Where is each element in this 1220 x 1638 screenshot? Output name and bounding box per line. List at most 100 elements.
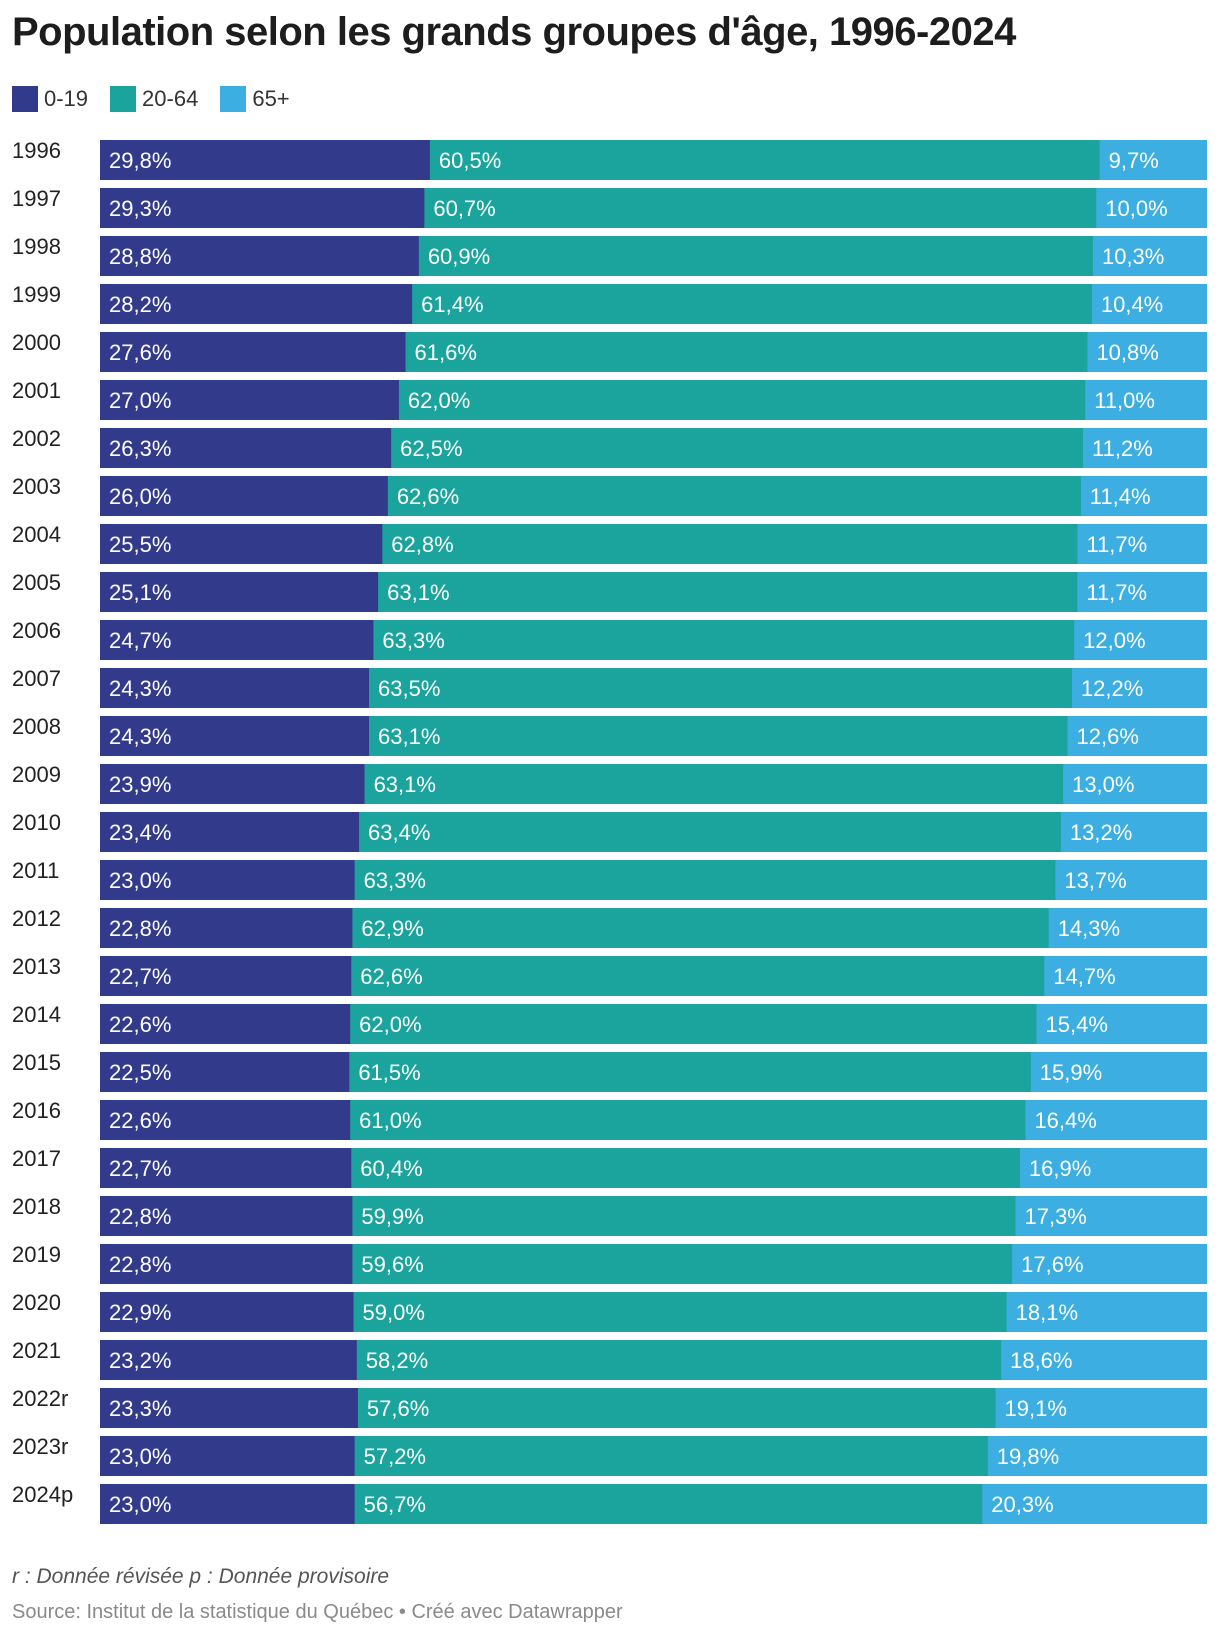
data-label-20-64: 62,0% [408, 388, 470, 413]
category-label: 2021 [12, 1338, 61, 1363]
data-label-65plus: 13,0% [1072, 772, 1134, 797]
data-label-65plus: 15,4% [1046, 1012, 1108, 1037]
bar-segment-0-19 [100, 1340, 358, 1380]
data-label-65plus: 13,7% [1064, 868, 1126, 893]
data-label-65plus: 11,7% [1086, 580, 1147, 605]
data-label-65plus: 12,2% [1081, 676, 1143, 701]
bar-segment-65plus [1044, 956, 1207, 996]
data-label-20-64: 61,0% [359, 1108, 421, 1133]
category-label: 2020 [12, 1290, 61, 1315]
data-label-0-19: 29,3% [109, 196, 171, 221]
data-label-65plus: 10,0% [1105, 196, 1167, 221]
bar-segment-20-64 [382, 524, 1078, 564]
data-label-65plus: 20,3% [991, 1492, 1053, 1517]
bar-segment-0-19 [100, 380, 400, 420]
legend-label-65plus: 65+ [252, 86, 290, 111]
data-label-65plus: 19,8% [997, 1444, 1059, 1469]
bar-segment-20-64 [352, 1244, 1013, 1284]
bar-segment-65plus [995, 1388, 1207, 1428]
bar-segment-0-19 [100, 1388, 359, 1428]
category-label: 2000 [12, 330, 61, 355]
category-label: 2017 [12, 1146, 61, 1171]
bar-segment-65plus [1091, 284, 1207, 324]
data-label-0-19: 26,3% [109, 436, 171, 461]
data-label-0-19: 28,2% [109, 292, 171, 317]
bar-segment-0-19 [100, 284, 413, 324]
data-label-65plus: 15,9% [1040, 1060, 1102, 1085]
category-label: 2010 [12, 810, 61, 835]
category-label: 2006 [12, 618, 61, 643]
category-label: 2004 [12, 522, 61, 547]
bar-segment-0-19 [100, 812, 360, 852]
data-label-20-64: 63,1% [378, 724, 440, 749]
data-label-20-64: 62,8% [391, 532, 453, 557]
data-label-0-19: 22,8% [109, 1252, 171, 1277]
bar-segment-20-64 [357, 1388, 997, 1428]
bar-segment-65plus [1083, 428, 1207, 468]
data-label-20-64: 63,1% [387, 580, 449, 605]
legend-swatch-20-64 [110, 86, 137, 112]
data-label-0-19: 22,5% [109, 1060, 171, 1085]
data-label-0-19: 22,6% [109, 1108, 171, 1133]
bar-segment-20-64 [398, 380, 1086, 420]
bar-segment-20-64 [350, 1004, 1038, 1044]
category-label: 2009 [12, 762, 61, 787]
data-label-0-19: 27,6% [109, 340, 171, 365]
category-label: 1996 [12, 138, 61, 163]
bar-segment-65plus [1080, 476, 1207, 516]
category-label: 2002 [12, 426, 61, 451]
bar-segment-65plus [1099, 140, 1207, 180]
data-label-20-64: 63,3% [382, 628, 444, 653]
data-label-0-19: 26,0% [109, 484, 171, 509]
data-label-20-64: 60,5% [439, 148, 501, 173]
category-label: 2012 [12, 906, 61, 931]
data-label-0-19: 23,9% [109, 772, 171, 797]
data-label-0-19: 23,4% [109, 820, 171, 845]
bar-segment-0-19 [100, 668, 370, 708]
data-label-20-64: 60,9% [428, 244, 490, 269]
data-label-0-19: 22,6% [109, 1012, 171, 1037]
bar-segment-0-19 [100, 236, 420, 276]
bar-segment-65plus [1074, 620, 1207, 660]
bar-segment-20-64 [424, 188, 1097, 228]
data-label-65plus: 11,0% [1094, 388, 1155, 413]
bar-segment-20-64 [352, 1196, 1016, 1236]
data-label-20-64: 57,6% [367, 1396, 429, 1421]
bar-segment-65plus [1012, 1244, 1207, 1284]
bar-segment-65plus [1025, 1100, 1207, 1140]
bar-segment-20-64 [354, 1436, 989, 1476]
bar-segment-0-19 [100, 572, 379, 612]
data-label-65plus: 18,1% [1016, 1300, 1078, 1325]
data-label-0-19: 22,8% [109, 916, 171, 941]
bar-segment-20-64 [352, 908, 1050, 948]
bar-segment-0-19 [100, 1100, 351, 1140]
bar-segment-65plus [1019, 1148, 1207, 1188]
data-label-65plus: 12,0% [1083, 628, 1145, 653]
legend-label-20-64: 20-64 [142, 86, 199, 111]
data-label-20-64: 63,5% [378, 676, 440, 701]
data-label-20-64: 57,2% [364, 1444, 426, 1469]
chart-source: Source: Institut de la statistique du Qu… [12, 1601, 623, 1623]
bar-segment-0-19 [100, 476, 389, 516]
bar-segment-0-19 [100, 140, 431, 180]
data-label-65plus: 12,6% [1077, 724, 1139, 749]
data-label-20-64: 62,0% [359, 1012, 421, 1037]
bar-segment-0-19 [100, 764, 366, 804]
data-label-0-19: 22,9% [109, 1300, 171, 1325]
bar-segment-20-64 [369, 716, 1069, 756]
category-label: 2014 [12, 1002, 61, 1027]
bar-segment-0-19 [100, 188, 425, 228]
bar-segment-20-64 [354, 860, 1056, 900]
legend-label-0-19: 0-19 [44, 86, 89, 111]
data-label-20-64: 61,5% [358, 1060, 420, 1085]
data-label-0-19: 25,5% [109, 532, 171, 557]
bar-segment-0-19 [100, 716, 370, 756]
bar-segment-20-64 [356, 1340, 1002, 1380]
category-label: 2011 [12, 858, 59, 883]
bar-segment-0-19 [100, 1196, 353, 1236]
bar-segment-65plus [1015, 1196, 1207, 1236]
data-label-20-64: 62,6% [360, 964, 422, 989]
data-label-20-64: 63,3% [364, 868, 426, 893]
data-label-0-19: 24,7% [109, 628, 171, 653]
bar-segment-0-19 [100, 428, 392, 468]
